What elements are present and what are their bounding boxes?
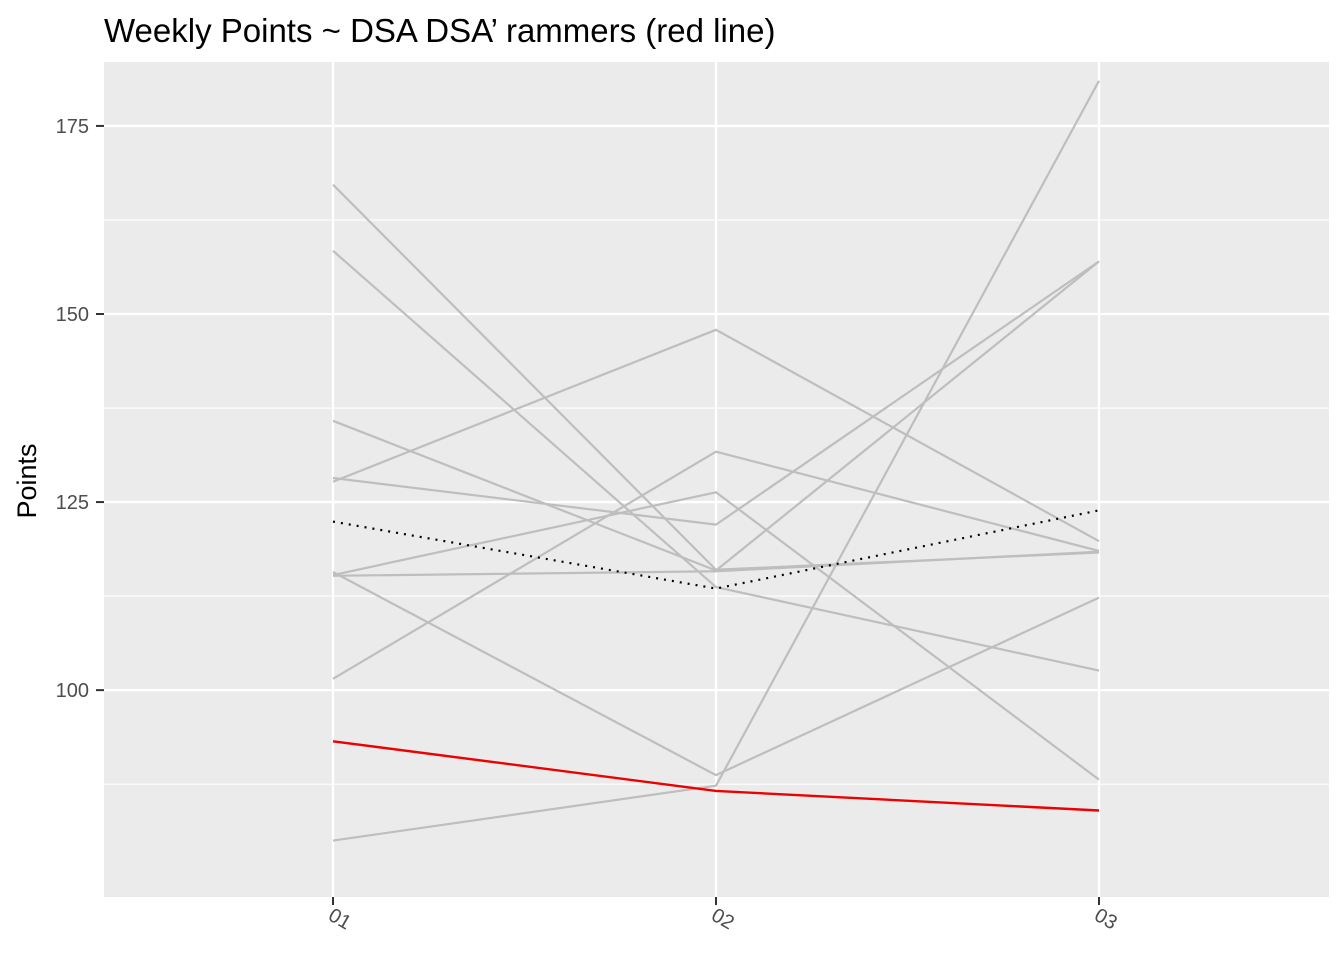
other-series-line-1 [332,249,1100,672]
other-series-line-7 [332,450,1100,680]
average-series-line-10 [332,509,1100,590]
x-tick-label: 03 [1091,904,1121,934]
x-tick-label: 02 [708,904,738,934]
y-tick-label: 175 [56,116,89,138]
other-series-line-8 [332,80,1100,842]
x-tick-label: 01 [325,904,355,934]
highlight-series-line-11 [332,740,1100,812]
y-axis-label: Points [12,443,42,518]
y-tick-label: 125 [56,492,89,514]
y-tick-label: 100 [56,680,89,702]
other-series-line-3 [332,328,1100,543]
other-series-line-9 [332,571,1100,777]
plot-area: 100 125 150 175 01 02 03 [56,62,1329,934]
other-series-line-6 [332,550,1100,577]
y-tick-label: 150 [56,304,89,326]
other-series-line-5 [332,491,1100,781]
other-series-line-4 [332,260,1100,526]
chart-title: Weekly Points ~ DSA DSA’ rammers (red li… [104,12,776,49]
